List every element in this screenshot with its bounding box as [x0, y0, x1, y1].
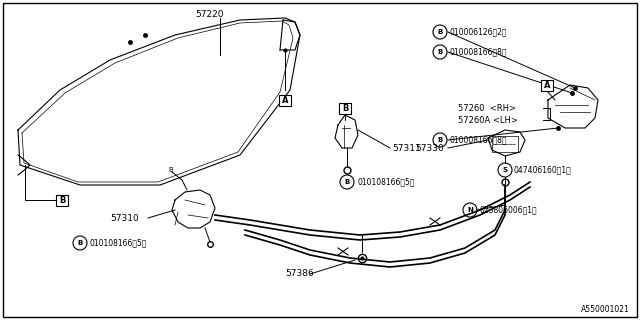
Text: N: N — [467, 207, 473, 213]
Text: 57310: 57310 — [110, 213, 139, 222]
Text: 023806006（1）: 023806006（1） — [480, 205, 538, 214]
Bar — [279, 94, 291, 106]
Text: A550001021: A550001021 — [581, 305, 630, 314]
Text: 010006126（2）: 010006126（2） — [450, 28, 508, 36]
Text: A: A — [544, 81, 550, 90]
Text: B: B — [59, 196, 65, 204]
Bar — [541, 79, 553, 91]
Text: B: B — [437, 49, 443, 55]
Text: B: B — [168, 167, 173, 173]
Text: S: S — [502, 167, 508, 173]
Text: 57220: 57220 — [195, 10, 223, 19]
Text: 57311: 57311 — [392, 143, 420, 153]
Bar — [492, 136, 518, 152]
Text: 010108166（5）: 010108166（5） — [90, 238, 147, 247]
Text: 57330: 57330 — [415, 143, 444, 153]
Bar — [56, 195, 68, 205]
Text: B: B — [342, 103, 348, 113]
Text: 010008166（8）: 010008166（8） — [450, 135, 508, 145]
Text: B: B — [437, 137, 443, 143]
Text: 010108166（5）: 010108166（5） — [357, 178, 415, 187]
Text: 57260A <LH>: 57260A <LH> — [458, 116, 518, 124]
Text: 047406160（1）: 047406160（1） — [514, 165, 572, 174]
Text: 57386: 57386 — [285, 269, 314, 278]
Text: B: B — [344, 179, 349, 185]
Text: A: A — [282, 95, 288, 105]
Text: 010008166（8）: 010008166（8） — [450, 47, 508, 57]
Text: 57260  <RH>: 57260 <RH> — [458, 103, 516, 113]
Text: B: B — [437, 29, 443, 35]
Text: B: B — [77, 240, 83, 246]
Bar — [339, 102, 351, 114]
